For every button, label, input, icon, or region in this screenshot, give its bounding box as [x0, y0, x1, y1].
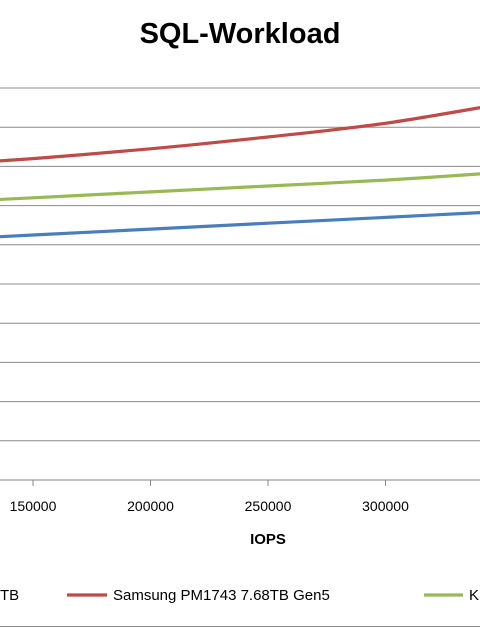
- x-axis-label: IOPS: [250, 531, 286, 548]
- series-lines: [0, 106, 480, 239]
- x-tick-label: 250000: [245, 498, 292, 514]
- series-line: [0, 211, 480, 239]
- series-line: [0, 172, 480, 202]
- legend-label: Samsung PM1743 7.68TB Gen5: [113, 587, 330, 604]
- legend-label: K: [469, 587, 479, 604]
- x-tick-label: 150000: [10, 498, 57, 514]
- series-line: [0, 106, 480, 163]
- x-tick-label: 300000: [362, 498, 409, 514]
- gridlines: [0, 87, 480, 481]
- legend-label: TB: [0, 587, 19, 604]
- x-tick-label: 200000: [127, 498, 174, 514]
- legend: TB Samsung PM1743 7.68TB Gen5 K: [0, 587, 479, 604]
- chart-title: SQL-Workload: [139, 18, 341, 50]
- x-axis: 1500002000002500003000003: [10, 480, 409, 514]
